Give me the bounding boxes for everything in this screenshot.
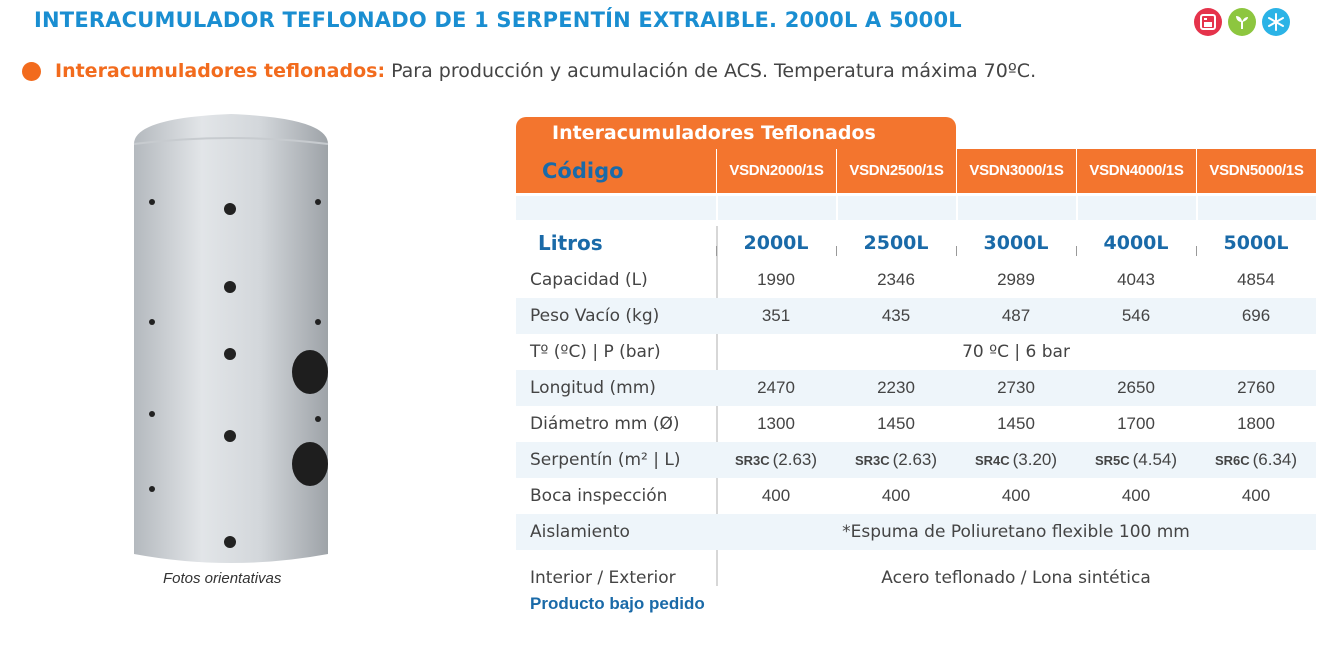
coil-value: (2.63) xyxy=(772,450,818,469)
table-row: Boca inspección 400 400 400 400 400 xyxy=(516,478,1316,514)
table-cell: 696 xyxy=(1241,306,1271,325)
table-cell: 1700 xyxy=(1117,414,1155,433)
page-title: INTERACUMULADOR TEFLONADO DE 1 SERPENTÍN… xyxy=(34,8,962,32)
code-cell: VSDN2500/1S xyxy=(836,149,956,193)
code-label: Código xyxy=(542,159,624,183)
table-cell: 435 xyxy=(881,306,911,325)
table-row: Peso Vacío (kg) 351 435 487 546 696 xyxy=(516,298,1316,334)
table-cell: 2470 xyxy=(757,378,795,397)
table-cell: SR6C (6.34) xyxy=(1196,450,1316,470)
litros-cell: 5000L xyxy=(1196,226,1316,260)
litros-row: Litros 2000L 2500L 3000L 4000L 5000L xyxy=(516,226,1316,260)
table-cell: 1450 xyxy=(877,414,915,433)
plant-icon xyxy=(1228,8,1256,36)
litros-cell: 2000L xyxy=(716,226,836,260)
footer-note: Producto bajo pedido xyxy=(530,594,705,613)
coil-value: (3.20) xyxy=(1012,450,1058,469)
table-cell: 2650 xyxy=(1117,378,1155,397)
coil-code: SR4C xyxy=(974,453,1010,468)
row-label: Serpentín (m² | L) xyxy=(530,450,681,470)
row-label: Aislamiento xyxy=(530,522,630,542)
subtitle: Interacumuladores teflonados: Para produ… xyxy=(22,60,1036,82)
photo-caption: Fotos orientativas xyxy=(163,570,282,587)
table-cell-merged: Acero teflonado / Lona sintética xyxy=(881,568,1151,588)
table-cell: 2760 xyxy=(1237,378,1275,397)
coil-value: (4.54) xyxy=(1132,450,1178,469)
row-label: Peso Vacío (kg) xyxy=(530,306,660,326)
table-row: Interior / Exterior Acero teflonado / Lo… xyxy=(516,550,1316,606)
code-cell: VSDN4000/1S xyxy=(1076,149,1196,193)
table-cell: 1800 xyxy=(1237,414,1275,433)
table-header: Interacumuladores Teflonados xyxy=(516,117,956,149)
table-cell: 400 xyxy=(761,486,791,505)
table-cell: 1450 xyxy=(997,414,1035,433)
table-cell: 2730 xyxy=(997,378,1035,397)
table-cell: 400 xyxy=(1241,486,1271,505)
feature-icons xyxy=(1194,8,1290,36)
table-row: Serpentín (m² | L) SR3C (2.63) SR3C (2.63)… xyxy=(516,442,1316,478)
snowflake-icon xyxy=(1262,8,1290,36)
table-cell: SR5C (4.54) xyxy=(1076,450,1196,470)
column-divider xyxy=(716,226,718,586)
row-label: Longitud (mm) xyxy=(530,378,656,398)
coil-code: SR6C xyxy=(1214,453,1250,468)
code-row: Código VSDN2000/1S VSDN2500/1S VSDN3000/… xyxy=(516,149,1316,193)
coil-code: SR3C xyxy=(854,453,890,468)
table-cell-merged: 70 ºC | 6 bar xyxy=(962,342,1070,362)
table-cell: 2230 xyxy=(877,378,915,397)
spec-table: Capacidad (L) 1990 2346 2989 4043 4854 P… xyxy=(516,262,1316,606)
row-label: Capacidad (L) xyxy=(530,270,648,290)
table-cell: 1990 xyxy=(757,270,795,289)
code-cell: VSDN2000/1S xyxy=(716,149,836,193)
table-row: Aislamiento *Espuma de Poliuretano flexi… xyxy=(516,514,1316,550)
row-label: Boca inspección xyxy=(530,486,668,506)
table-row: Capacidad (L) 1990 2346 2989 4043 4854 xyxy=(516,262,1316,298)
table-cell: 546 xyxy=(1121,306,1151,325)
table-cell: SR3C (2.63) xyxy=(836,450,956,470)
coil-code: SR3C xyxy=(734,453,770,468)
coil-value: (6.34) xyxy=(1252,450,1298,469)
table-cell: 4854 xyxy=(1237,270,1275,289)
subtitle-bold: Interacumuladores teflonados: xyxy=(55,60,386,82)
heater-icon xyxy=(1194,8,1222,36)
table-cell: 2989 xyxy=(997,270,1035,289)
table-cell: 2346 xyxy=(877,270,915,289)
table-row: Tº (ºC) | P (bar) 70 ºC | 6 bar xyxy=(516,334,1316,370)
code-cell: VSDN3000/1S xyxy=(956,149,1076,193)
table-cell: SR3C (2.63) xyxy=(716,450,836,470)
table-cell: 4043 xyxy=(1117,270,1155,289)
product-photo xyxy=(133,114,329,563)
code-cell: VSDN5000/1S xyxy=(1196,149,1316,193)
row-label: Tº (ºC) | P (bar) xyxy=(530,342,661,362)
bullet-icon xyxy=(22,61,41,81)
table-cell: 351 xyxy=(761,306,791,325)
subtitle-text: Para producción y acumulación de ACS. Te… xyxy=(391,60,1037,82)
table-cell: 400 xyxy=(881,486,911,505)
table-cell: 487 xyxy=(1001,306,1031,325)
table-cell: 400 xyxy=(1121,486,1151,505)
row-label: Diámetro mm (Ø) xyxy=(530,414,680,434)
table-cell: SR4C (3.20) xyxy=(956,450,1076,470)
coil-code: SR5C xyxy=(1094,453,1130,468)
table-row: Longitud (mm) 2470 2230 2730 2650 2760 xyxy=(516,370,1316,406)
litros-cell: 2500L xyxy=(836,226,956,260)
table-cell: 1300 xyxy=(757,414,795,433)
table-row: Diámetro mm (Ø) 1300 1450 1450 1700 1800 xyxy=(516,406,1316,442)
coil-value: (2.63) xyxy=(892,450,938,469)
litros-cell: 4000L xyxy=(1076,226,1196,260)
litros-label: Litros xyxy=(538,231,603,255)
spacer-row xyxy=(516,196,1316,220)
table-cell: 400 xyxy=(1001,486,1031,505)
litros-cell: 3000L xyxy=(956,226,1076,260)
row-label: Interior / Exterior xyxy=(530,568,676,588)
table-cell-merged: *Espuma de Poliuretano flexible 100 mm xyxy=(842,522,1190,542)
